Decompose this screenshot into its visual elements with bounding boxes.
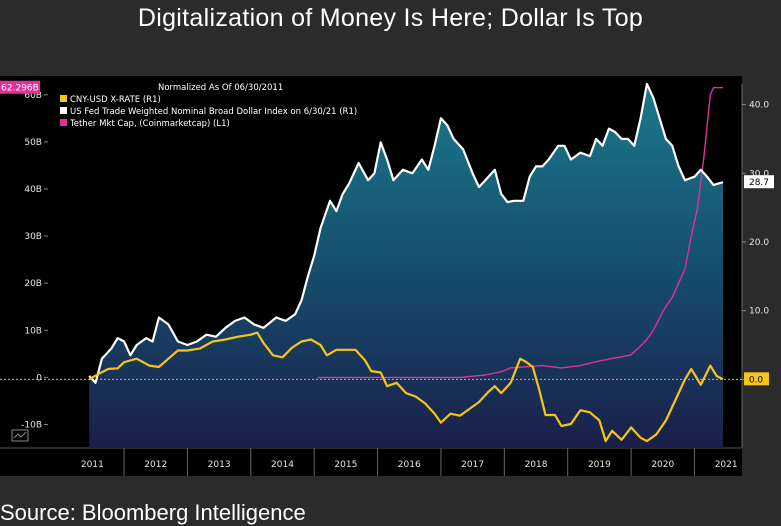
x-tick-label: 2013 xyxy=(208,460,231,470)
legend-label-tether: Tether Mkt Cap, (Coinmarketcap) (L1) xyxy=(69,119,230,129)
left-tick-label: 0 xyxy=(36,373,42,383)
chart-toggle-icon[interactable] xyxy=(11,429,29,442)
left-tick-label: 20B xyxy=(24,279,42,289)
x-tick-label: 2014 xyxy=(271,460,294,470)
tether-value-tag xyxy=(0,80,40,94)
dollar-index-line xyxy=(88,82,724,384)
right-tick-label: 10.0 xyxy=(749,307,769,317)
x-tick-label: 2015 xyxy=(334,460,357,470)
dollar-value-tag xyxy=(744,175,774,189)
dollar-value-label: 28.7 xyxy=(749,178,769,188)
normalized-note: Normalized As Of 06/30/2011 xyxy=(158,83,283,93)
right-tick-label: 40.0 xyxy=(749,101,769,111)
right-tick-label: 20.0 xyxy=(749,238,769,248)
x-tick-label: 2018 xyxy=(525,460,548,470)
legend: Normalized As Of 06/30/2011 CNY-USD X-RA… xyxy=(60,83,357,129)
legend-swatch-dollar xyxy=(60,107,67,114)
source-note: Source: Bloomberg Intelligence xyxy=(0,500,306,525)
chart: 60B 50B 40B 30B 20B 10B 0 -10B 40.0 30.0 20.0 10.0… xyxy=(0,76,781,476)
left-tick-label: 30B xyxy=(24,232,42,242)
left-tick-label: 50B xyxy=(24,138,42,148)
legend-label-dollar: US Fed Trade Weighted Nominal Broad Doll… xyxy=(70,107,357,117)
right-tick-label: 30.0 xyxy=(749,169,769,179)
legend-swatch-cny xyxy=(60,95,67,102)
left-tick-label: -10B xyxy=(21,420,42,430)
x-tick-label: 2020 xyxy=(651,460,674,470)
cny-value-tag xyxy=(744,372,769,386)
left-tick-label: 40B xyxy=(24,185,42,195)
x-tick-label: 2017 xyxy=(461,460,484,470)
x-tick-label: 2021 xyxy=(715,460,738,470)
x-tick-label: 2019 xyxy=(588,460,611,470)
x-tick-label: 2016 xyxy=(398,460,421,470)
left-tick-label: 10B xyxy=(24,326,42,336)
left-tick-label: 60B xyxy=(24,91,42,101)
tether-line xyxy=(317,86,723,379)
legend-label-cny: CNY-USD X-RATE (R1) xyxy=(70,95,161,105)
tether-value-label: 62.296B xyxy=(1,84,39,94)
dollar-index-area xyxy=(89,84,723,448)
x-tick-label: 2012 xyxy=(144,460,167,470)
x-tick-label: 2011 xyxy=(81,460,104,470)
legend-swatch-tether xyxy=(60,119,67,126)
cny-value-label: 0.0 xyxy=(749,375,764,385)
right-axis-panel xyxy=(742,76,781,476)
cny-usd-line xyxy=(88,331,724,443)
chart-title: Digitalization of Money Is Here; Dollar … xyxy=(137,4,644,32)
